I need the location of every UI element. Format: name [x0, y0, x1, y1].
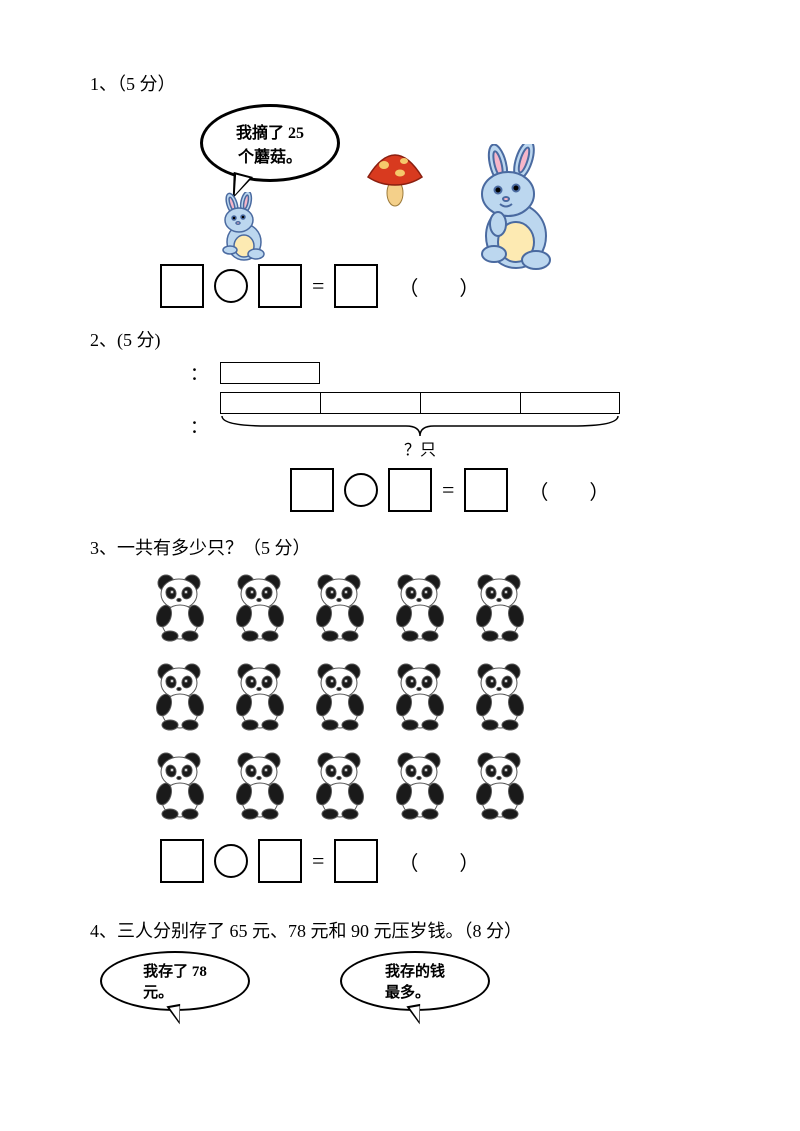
top-bar [220, 362, 320, 384]
q4: 4、三人分别存了 65 元、78 元和 90 元压岁钱。（8 分） 我存了 78… [90, 917, 720, 1011]
bar-segment [320, 392, 420, 414]
bubble-a-line1: 我存了 78 [143, 964, 207, 980]
q2-bar-diagram: ： ： ？只 [190, 360, 720, 460]
panda-icon [310, 750, 372, 825]
bottom-bar [220, 392, 620, 414]
q4-bubbles: 我存了 78 元。 我存的钱 最多。 [100, 951, 720, 1011]
q3-equation: = （ ） [160, 839, 720, 883]
q2-equation: = （ ） [290, 468, 720, 512]
panda-icon [390, 572, 452, 647]
bar-segment [420, 392, 520, 414]
operand-box[interactable] [388, 468, 432, 512]
panda-icon [230, 750, 292, 825]
q4-header: 4、三人分别存了 65 元、78 元和 90 元压岁钱。（8 分） [90, 917, 720, 943]
question-label: ？只 [220, 436, 620, 460]
panda-icon [390, 750, 452, 825]
bubble-tail-icon [406, 1004, 423, 1026]
q1-equation: = （ ） [160, 264, 720, 308]
speech-bubble: 我摘了 25 个蘑菇。 [200, 104, 340, 182]
unit-paren: （ ） [398, 847, 497, 876]
bar-segment [220, 392, 320, 414]
panda-row [150, 661, 720, 736]
q2-header: 2、(5 分) [90, 326, 720, 352]
bar-segment [220, 362, 320, 384]
panda-icon [150, 750, 212, 825]
unit-paren: （ ） [528, 476, 627, 505]
rabbit-right-icon [450, 144, 580, 279]
q1: 1、（5 分） 我摘了 25 个蘑菇。 [90, 70, 720, 308]
panda-row [150, 750, 720, 825]
panda-icon [470, 750, 532, 825]
operator-circle[interactable] [214, 844, 248, 878]
bubble-text-1: 我摘了 25 [236, 125, 304, 142]
row-label: ： [190, 413, 220, 439]
mushroom-icon [360, 139, 430, 214]
panda-icon [310, 661, 372, 736]
q3-header: 3、一共有多少只？（5 分） [90, 534, 720, 560]
panda-icon [150, 572, 212, 647]
equals-sign: = [312, 273, 324, 299]
operator-circle[interactable] [344, 473, 378, 507]
panda-row [150, 572, 720, 647]
bubble-text-2: 个蘑菇。 [238, 149, 302, 166]
operand-box[interactable] [258, 264, 302, 308]
bubble-b-line1: 我存的钱 [385, 964, 445, 980]
speech-bubble-b: 我存的钱 最多。 [340, 951, 490, 1011]
q1-header: 1、（5 分） [90, 70, 720, 96]
bubble-a-line2: 元。 [143, 985, 173, 1001]
row-label: ： [190, 360, 220, 386]
equals-sign: = [312, 848, 324, 874]
operator-circle[interactable] [214, 269, 248, 303]
operand-box[interactable] [290, 468, 334, 512]
q3: 3、一共有多少只？（5 分） [90, 534, 720, 883]
panda-icon [230, 661, 292, 736]
result-box[interactable] [334, 264, 378, 308]
result-box[interactable] [334, 839, 378, 883]
panda-grid [150, 572, 720, 825]
q1-scene: 我摘了 25 个蘑菇。 [150, 104, 720, 264]
rabbit-left-icon [210, 192, 280, 269]
speech-bubble-a: 我存了 78 元。 [100, 951, 250, 1011]
operand-box[interactable] [258, 839, 302, 883]
panda-icon [310, 572, 372, 647]
result-box[interactable] [464, 468, 508, 512]
operand-box[interactable] [160, 264, 204, 308]
panda-icon [230, 572, 292, 647]
bubble-tail-icon [166, 1004, 183, 1026]
equals-sign: = [442, 477, 454, 503]
operand-box[interactable] [160, 839, 204, 883]
bar-segment [520, 392, 620, 414]
panda-icon [470, 572, 532, 647]
bubble-b-line2: 最多。 [385, 985, 430, 1001]
panda-icon [470, 661, 532, 736]
q2: 2、(5 分) ： ： ？只 = （ [90, 326, 720, 512]
panda-icon [150, 661, 212, 736]
panda-icon [390, 661, 452, 736]
